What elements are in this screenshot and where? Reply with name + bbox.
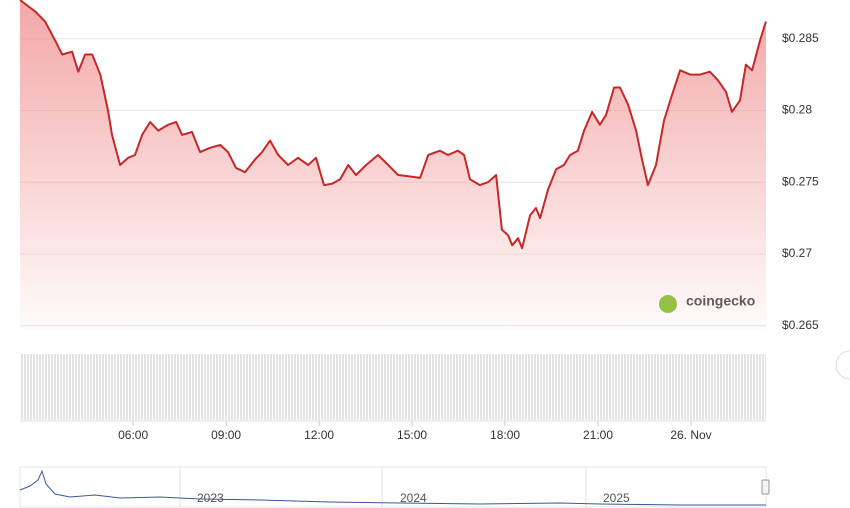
scroll-button[interactable] xyxy=(835,350,850,380)
x-tick-label: 09:00 xyxy=(211,428,241,442)
y-tick-label: $0.27 xyxy=(782,246,812,260)
x-tick-label: 21:00 xyxy=(583,428,613,442)
y-tick-label: $0.275 xyxy=(782,174,819,188)
y-tick-label: $0.285 xyxy=(782,31,819,45)
y-tick-label: $0.28 xyxy=(782,103,812,117)
x-tick-label: 12:00 xyxy=(304,428,334,442)
y-tick-label: $0.265 xyxy=(782,318,819,332)
x-tick-label: 06:00 xyxy=(118,428,148,442)
price-area xyxy=(20,0,766,330)
x-tick-label: 15:00 xyxy=(397,428,427,442)
x-tick-label: 26. Nov xyxy=(670,428,711,442)
navigator-line xyxy=(19,469,766,506)
price-line xyxy=(19,0,767,250)
navigator-label: 2023 xyxy=(197,491,224,505)
navigator-label: 2025 xyxy=(603,491,630,505)
navigator-label: 2024 xyxy=(400,491,427,505)
x-tick-label: 18:00 xyxy=(490,428,520,442)
navigator-handle[interactable] xyxy=(761,479,770,495)
navigator xyxy=(19,466,767,508)
volume-bars xyxy=(20,354,766,420)
